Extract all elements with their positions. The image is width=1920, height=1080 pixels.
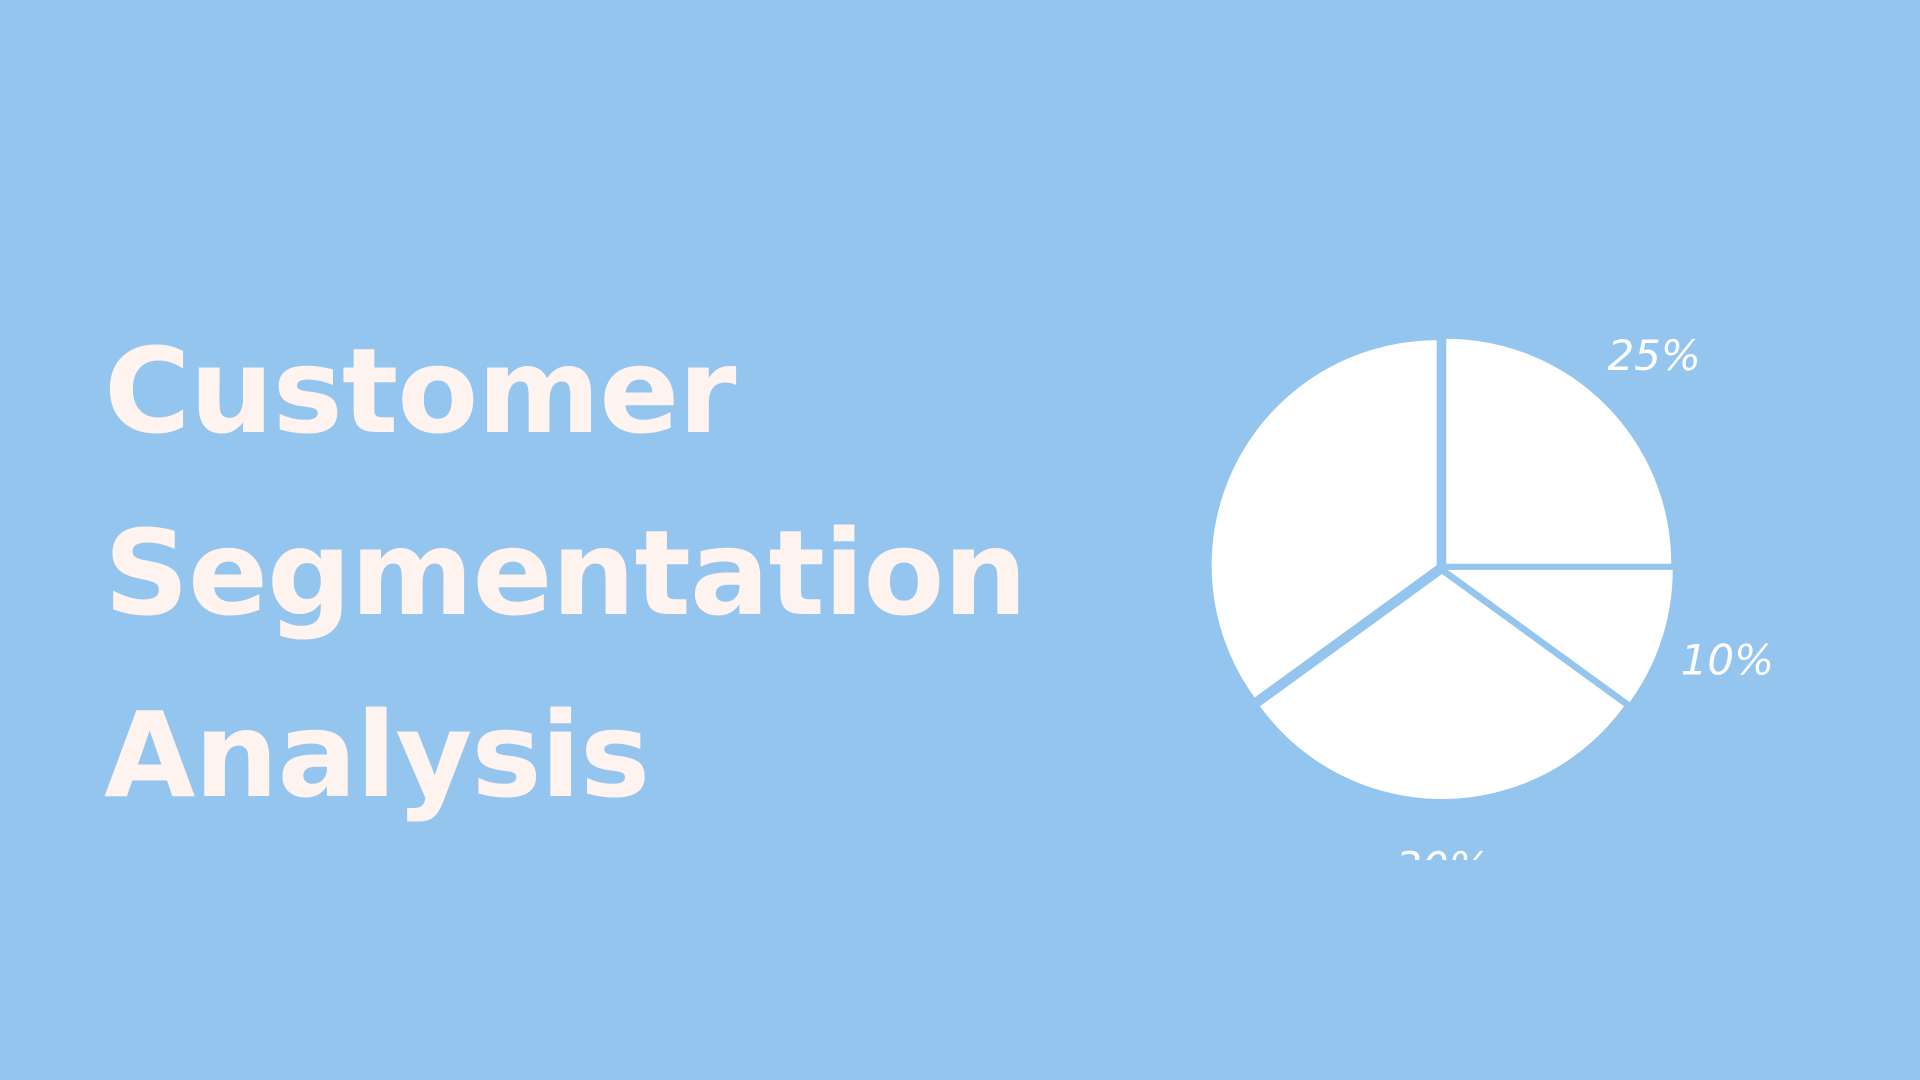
pie-slice: [1259, 574, 1625, 799]
title-line-2: Segmentation: [104, 504, 1027, 642]
slide-title: Customer Segmentation Analysis: [104, 300, 1084, 846]
pie-slice-label: 30%: [1395, 843, 1488, 860]
pie-chart-svg: 25% 10% 30%: [1211, 331, 1774, 860]
title-line-3: Analysis: [104, 686, 650, 824]
pie-slice: [1446, 338, 1672, 564]
title-line-1: Customer: [104, 322, 737, 460]
pie-slice: [1447, 569, 1673, 703]
pie-slice-label: 10%: [1681, 636, 1774, 685]
pie-slice: [1211, 340, 1437, 698]
pie-chart: 25% 10% 30%: [1180, 300, 1880, 860]
pie-slice-label: 25%: [1607, 331, 1700, 380]
